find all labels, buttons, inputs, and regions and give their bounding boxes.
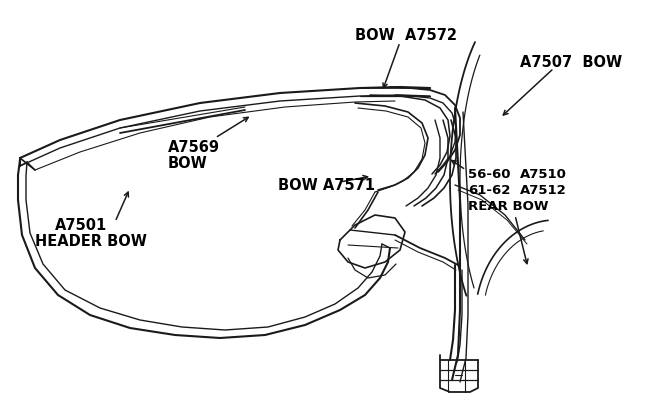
Text: A7510: A7510	[520, 168, 567, 181]
Text: BOW: BOW	[168, 156, 208, 171]
Text: A7507  BOW: A7507 BOW	[520, 55, 622, 70]
Text: 56-60: 56-60	[468, 168, 510, 181]
Text: BOW A7571: BOW A7571	[278, 178, 375, 193]
Text: REAR BOW: REAR BOW	[468, 200, 549, 213]
Text: 61-62: 61-62	[468, 184, 510, 197]
Text: BOW  A7572: BOW A7572	[355, 28, 457, 43]
Text: HEADER BOW: HEADER BOW	[35, 234, 147, 249]
Text: A7501: A7501	[55, 218, 107, 233]
Text: A7512: A7512	[520, 184, 567, 197]
Text: A7569: A7569	[168, 140, 220, 155]
